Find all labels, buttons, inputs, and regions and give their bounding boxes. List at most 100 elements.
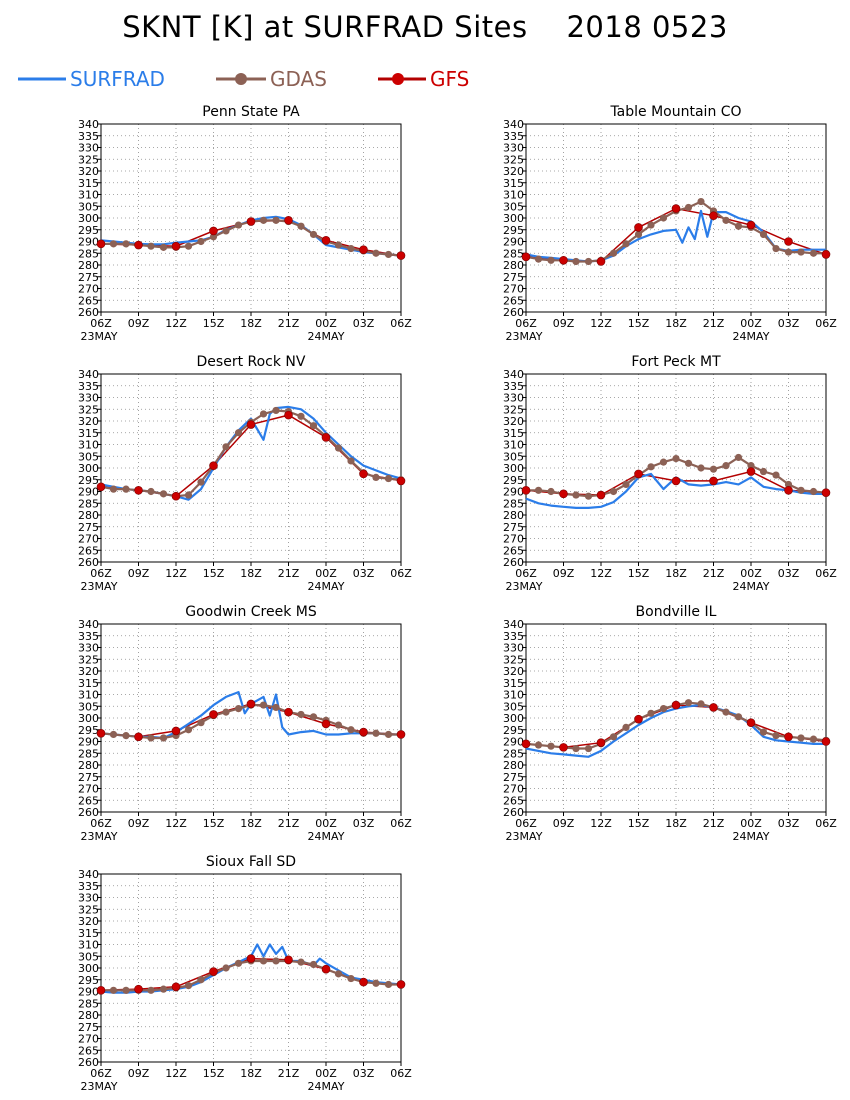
gdas-point bbox=[622, 723, 630, 732]
gdas-point bbox=[209, 233, 218, 241]
gfs-point bbox=[559, 489, 568, 499]
x-tick-label: 03Z bbox=[353, 1067, 375, 1080]
gdas-point bbox=[372, 249, 380, 257]
legend-swatch-surfrad bbox=[18, 77, 66, 81]
y-tick-label: 260 bbox=[503, 556, 524, 569]
y-tick-label: 315 bbox=[78, 927, 99, 940]
gfs-point bbox=[784, 486, 793, 495]
x-tick-label: 12Z bbox=[165, 567, 187, 580]
gfs-point bbox=[709, 476, 718, 486]
y-tick-label: 310 bbox=[503, 439, 524, 452]
gfs-point bbox=[171, 982, 181, 992]
x-tick-label: 15Z bbox=[628, 817, 650, 830]
gdas-point bbox=[622, 240, 630, 248]
gdas-point bbox=[197, 478, 205, 486]
gdas-point bbox=[572, 257, 580, 266]
y-tick-label: 265 bbox=[78, 1044, 99, 1057]
legend-swatch-gfs bbox=[378, 73, 426, 85]
gdas-point bbox=[159, 243, 168, 251]
gfs-point bbox=[134, 486, 143, 495]
y-tick-label: 325 bbox=[78, 403, 99, 416]
x-tick-label: 00Z bbox=[315, 1067, 337, 1080]
y-tick-label: 300 bbox=[78, 212, 99, 225]
y-tick-label: 335 bbox=[503, 630, 524, 643]
x-tick-label: 00Z bbox=[315, 317, 337, 330]
y-tick-label: 275 bbox=[78, 771, 99, 784]
gdas-point bbox=[334, 241, 343, 249]
y-tick-label: 270 bbox=[78, 283, 99, 296]
y-tick-label: 315 bbox=[78, 677, 99, 690]
gdas-point bbox=[722, 462, 730, 470]
gfs-point bbox=[134, 984, 143, 994]
x-tick-label: 15Z bbox=[203, 1067, 225, 1080]
gfs-point bbox=[559, 255, 568, 265]
x-tick-label: 06Z bbox=[90, 817, 112, 830]
gdas-point bbox=[122, 986, 130, 994]
panel-title: Sioux Fall SD bbox=[206, 854, 296, 870]
gdas-point bbox=[759, 230, 768, 239]
gdas-point bbox=[222, 708, 230, 716]
panel-0: Penn State PA 260265270275280285290295300… bbox=[78, 104, 412, 343]
y-tick-label: 265 bbox=[78, 294, 99, 307]
y-tick-label: 320 bbox=[78, 665, 99, 678]
y-tick-label: 285 bbox=[503, 497, 524, 510]
gfs-point bbox=[134, 732, 143, 742]
x-tick-label: 12Z bbox=[590, 317, 612, 330]
gfs-point bbox=[321, 433, 331, 442]
gfs-point bbox=[596, 257, 606, 266]
y-tick-label: 330 bbox=[503, 642, 524, 655]
y-tick-label: 330 bbox=[78, 392, 99, 405]
y-tick-label: 295 bbox=[78, 224, 99, 237]
gdas-point bbox=[122, 485, 130, 493]
gfs-point bbox=[671, 204, 681, 213]
y-tick-label: 320 bbox=[503, 665, 524, 678]
gdas-point bbox=[234, 221, 243, 229]
grid bbox=[526, 374, 826, 562]
gdas-point bbox=[147, 986, 155, 994]
legend-item-gdas: GDAS bbox=[216, 64, 366, 94]
y-tick-label: 335 bbox=[503, 130, 524, 143]
gdas-point bbox=[272, 703, 280, 712]
y-tick-label: 290 bbox=[503, 236, 524, 249]
y-tick-label: 330 bbox=[78, 142, 99, 155]
y-tick-label: 320 bbox=[503, 415, 524, 428]
gdas-point bbox=[159, 985, 168, 993]
x-tick-label: 06Z bbox=[515, 817, 537, 830]
gdas-point bbox=[184, 491, 193, 499]
gdas-point bbox=[309, 422, 318, 430]
gdas-point bbox=[684, 459, 693, 467]
y-tick-label: 310 bbox=[503, 689, 524, 702]
gfs-point bbox=[784, 732, 793, 742]
series-line-gdas bbox=[101, 959, 401, 992]
x-tick-label: 12Z bbox=[590, 567, 612, 580]
y-tick-label: 295 bbox=[78, 724, 99, 737]
y-tick-label: 295 bbox=[78, 474, 99, 487]
y-tick-label: 270 bbox=[78, 533, 99, 546]
x-date-label: 23MAY bbox=[506, 330, 543, 343]
gdas-point bbox=[747, 462, 755, 470]
x-date-label: 23MAY bbox=[506, 830, 543, 843]
x-tick-label: 09Z bbox=[128, 317, 150, 330]
panel-3: Fort Peck MT2602652702752802852902953003… bbox=[503, 354, 837, 593]
x-date-label: 24MAY bbox=[308, 830, 345, 843]
y-tick-label: 275 bbox=[503, 771, 524, 784]
gdas-point bbox=[372, 979, 380, 987]
x-tick-label: 12Z bbox=[590, 817, 612, 830]
gdas-point bbox=[334, 721, 343, 729]
legend-item-gfs: GFS bbox=[378, 64, 498, 94]
y-tick-label: 340 bbox=[78, 118, 99, 131]
gdas-point bbox=[809, 487, 818, 496]
gdas-point bbox=[272, 406, 280, 415]
y-tick-label: 260 bbox=[78, 556, 99, 569]
gfs-point bbox=[521, 252, 531, 262]
x-tick-label: 12Z bbox=[165, 1067, 187, 1080]
gdas-point bbox=[109, 986, 118, 994]
x-tick-label: 06Z bbox=[390, 1067, 412, 1080]
y-tick-label: 280 bbox=[503, 259, 524, 272]
gdas-point bbox=[547, 742, 555, 750]
gdas-point bbox=[184, 982, 193, 990]
y-tick-label: 295 bbox=[503, 224, 524, 237]
gdas-point bbox=[809, 249, 818, 257]
gfs-point bbox=[321, 236, 331, 245]
y-tick-label: 305 bbox=[503, 200, 524, 213]
